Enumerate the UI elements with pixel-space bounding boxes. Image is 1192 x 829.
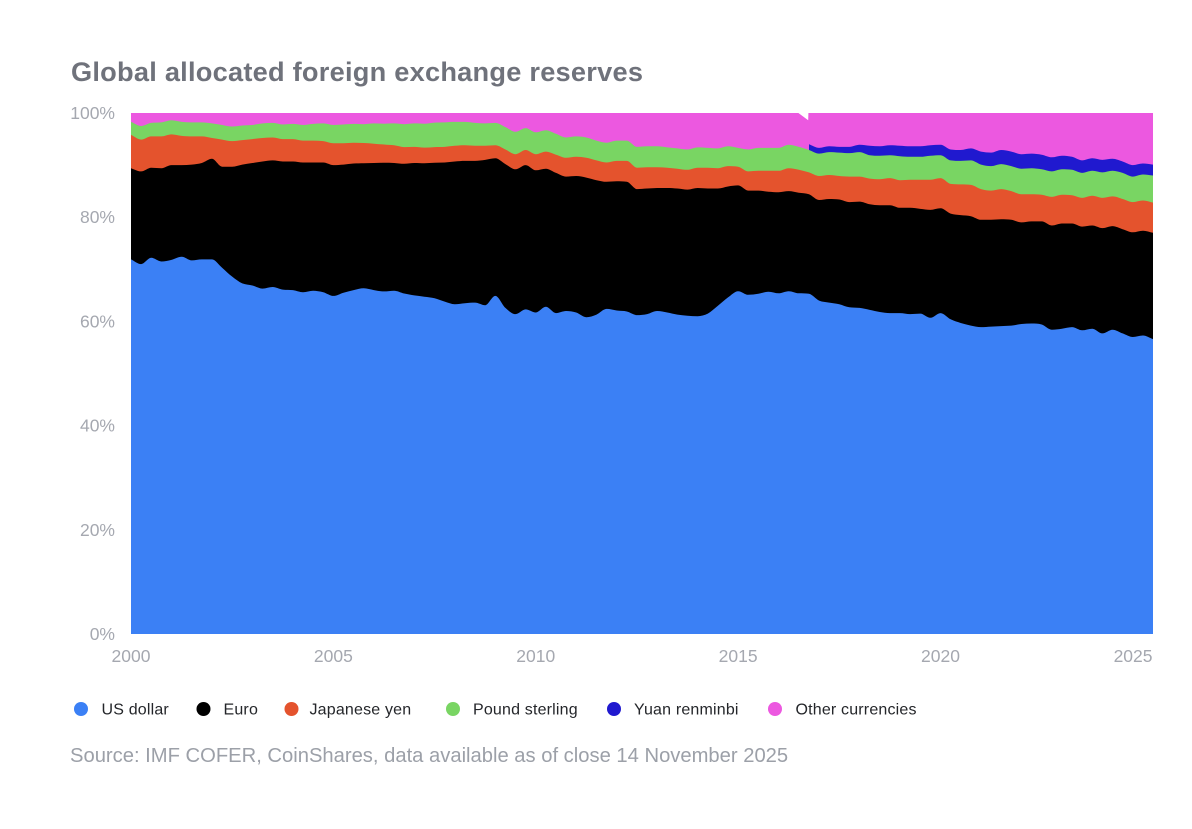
svg-text:Global allocated foreign excha: Global allocated foreign exchange reserv… <box>71 56 643 87</box>
svg-text:Yuan renminbi: Yuan renminbi <box>634 702 739 719</box>
svg-text:2020: 2020 <box>921 646 960 666</box>
svg-text:20%: 20% <box>80 520 115 540</box>
svg-text:Japanese yen: Japanese yen <box>310 702 412 719</box>
svg-text:2010: 2010 <box>516 646 555 666</box>
svg-text:2000: 2000 <box>112 646 151 666</box>
svg-text:Other currencies: Other currencies <box>796 702 917 719</box>
svg-text:2005: 2005 <box>314 646 353 666</box>
svg-text:Pound sterling: Pound sterling <box>473 702 578 719</box>
svg-text:Source: IMF COFER, CoinShares,: Source: IMF COFER, CoinShares, data avai… <box>70 745 788 767</box>
svg-text:2025: 2025 <box>1114 646 1153 666</box>
svg-text:0%: 0% <box>90 624 115 644</box>
svg-text:US dollar: US dollar <box>102 702 170 719</box>
svg-text:80%: 80% <box>80 207 115 227</box>
svg-text:60%: 60% <box>80 311 115 331</box>
svg-text:100%: 100% <box>70 103 115 123</box>
svg-text:Euro: Euro <box>224 702 259 719</box>
svg-text:40%: 40% <box>80 416 115 436</box>
svg-text:2015: 2015 <box>719 646 758 666</box>
